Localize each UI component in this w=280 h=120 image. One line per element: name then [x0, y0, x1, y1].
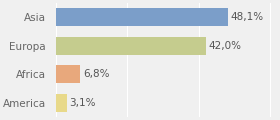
Bar [56, 8, 228, 26]
Text: 6,8%: 6,8% [83, 69, 109, 79]
Text: 3,1%: 3,1% [69, 98, 96, 108]
Text: 42,0%: 42,0% [209, 41, 242, 51]
Bar [56, 66, 80, 83]
Bar [56, 94, 67, 112]
Bar [56, 37, 206, 54]
Text: 48,1%: 48,1% [230, 12, 263, 22]
